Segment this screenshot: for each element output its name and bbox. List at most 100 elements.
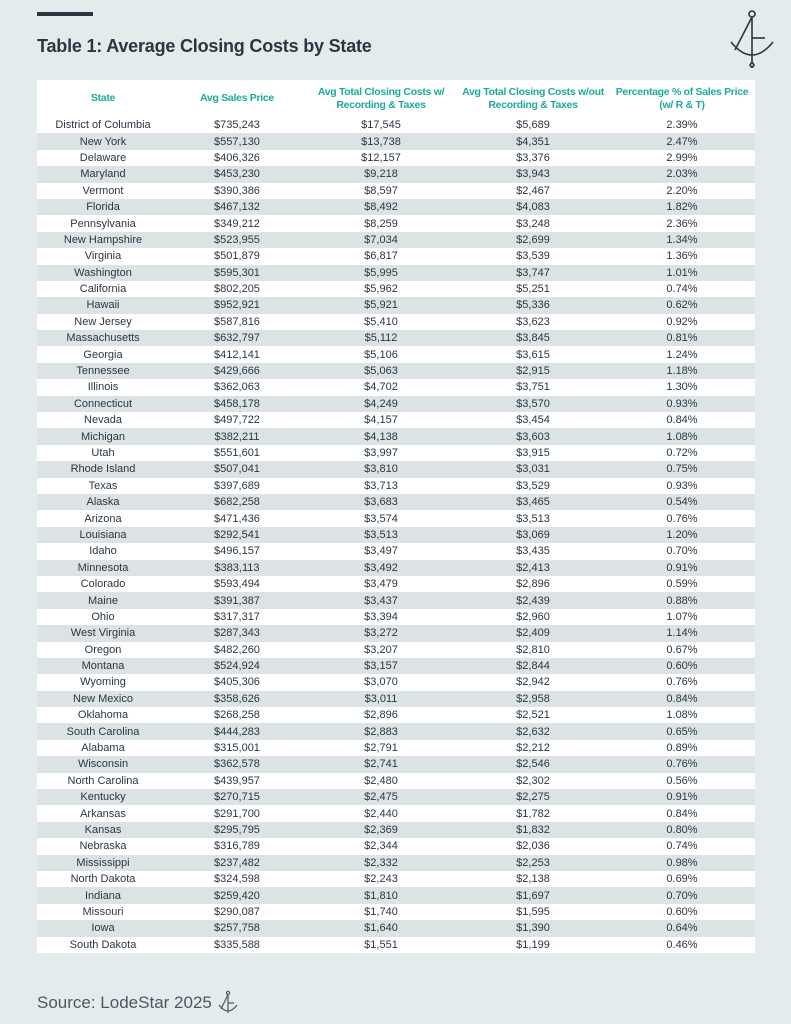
table-row: District of Columbia $735,243 $17,545 $5,68… (37, 117, 755, 133)
cell-state: Minnesota (37, 559, 169, 576)
cell-percentage-of-price: 0.70% (666, 545, 698, 558)
cell-avg-sales-price: $390,386 (214, 184, 260, 197)
cell-closing-costs-without-rt: $3,248 (516, 217, 550, 230)
cell-avg-sales-price: $458,178 (169, 395, 305, 413)
cell-closing-costs-with-rt: $2,896 (364, 709, 398, 722)
cell-closing-costs-without-rt: $2,036 (516, 840, 550, 853)
cell-state: New Hampshire (37, 231, 169, 249)
table-row: Missouri $290,087 $1,740 $1,595 0.60% (37, 904, 755, 920)
table-row: Hawaii $952,921 $5,921 $5,336 0.62% (37, 297, 755, 314)
cell-state: Maryland (37, 166, 169, 183)
cell-percentage-of-price: 0.60% (609, 657, 755, 675)
cell-closing-costs-with-rt: $4,157 (364, 414, 398, 427)
cell-state: New Jersey (74, 315, 132, 328)
cell-state: Tennessee (37, 362, 169, 380)
table-row: Connecticut $458,178 $4,249 $3,570 0.93% (37, 395, 755, 413)
cell-closing-costs-without-rt: $2,810 (516, 643, 550, 656)
header-state: State (90, 92, 116, 104)
cell-closing-costs-with-rt: $4,702 (364, 381, 398, 394)
cell-closing-costs-with-rt: $3,394 (364, 610, 398, 623)
cell-state: Washington (37, 264, 169, 281)
cell-avg-sales-price: $444,283 (169, 723, 305, 740)
cell-closing-costs-without-rt: $3,915 (516, 447, 550, 459)
cell-avg-sales-price: $735,243 (214, 119, 260, 132)
cell-avg-sales-price: $467,132 (169, 198, 305, 216)
cell-state: Arkansas (80, 807, 126, 820)
cell-state: Oregon (84, 643, 122, 656)
cell-avg-sales-price: $406,326 (214, 151, 260, 164)
cell-avg-sales-price: $593,494 (214, 578, 260, 591)
cell-closing-costs-without-rt: $3,529 (516, 479, 550, 492)
cell-percentage-of-price: 0.46% (666, 938, 698, 951)
cell-avg-sales-price: $397,689 (214, 479, 260, 492)
table-row: North Carolina $439,957 $2,480 $2,302 0.56% (37, 773, 755, 789)
cell-state: Rhode Island (37, 461, 169, 478)
cell-percentage-of-price: 0.91% (609, 789, 755, 806)
cell-closing-costs-with-rt: $4,138 (305, 428, 457, 445)
cell-avg-sales-price: $383,113 (169, 559, 305, 576)
cell-closing-costs-without-rt: $3,603 (457, 428, 609, 445)
cell-percentage-of-price: 2.99% (666, 151, 698, 164)
table-row: Tennessee $429,666 $5,063 $2,915 1.18% (37, 362, 755, 380)
cell-avg-sales-price: $268,258 (214, 709, 260, 722)
cell-closing-costs-without-rt: $1,782 (516, 807, 550, 820)
cell-closing-costs-without-rt: $2,275 (457, 789, 609, 806)
cell-closing-costs-without-rt: $2,632 (457, 723, 609, 740)
cell-state: Georgia (83, 348, 123, 361)
cell-closing-costs-without-rt: $2,844 (457, 657, 609, 675)
table-row: Virginia $501,879 $6,817 $3,539 1.36% (37, 248, 755, 264)
cell-state: Idaho (89, 545, 117, 558)
table-row: Mississippi $237,482 $2,332 $2,253 0.98% (37, 854, 755, 871)
cell-avg-sales-price: $315,001 (214, 742, 260, 755)
cell-closing-costs-with-rt: $3,513 (305, 526, 457, 544)
cell-state: New Mexico (37, 690, 169, 708)
cell-closing-costs-without-rt: $2,302 (516, 774, 550, 787)
cell-percentage-of-price: 1.07% (666, 610, 698, 623)
cell-closing-costs-with-rt: $2,332 (305, 854, 457, 871)
cell-avg-sales-price: $952,921 (169, 297, 305, 314)
cell-percentage-of-price: 0.70% (609, 887, 755, 904)
table-row: Texas $397,689 $3,713 $3,529 0.93% (37, 478, 755, 494)
cell-closing-costs-without-rt: $2,546 (457, 756, 609, 773)
cell-closing-costs-without-rt: $2,413 (457, 559, 609, 576)
cell-avg-sales-price: $524,924 (169, 657, 305, 675)
cell-closing-costs-with-rt: $3,157 (305, 657, 457, 675)
table-row: Idaho $496,157 $3,497 $3,435 0.70% (37, 543, 755, 559)
table-row: Florida $467,132 $8,492 $4,083 1.82% (37, 198, 755, 216)
cell-closing-costs-without-rt: $2,439 (457, 592, 609, 609)
cell-closing-costs-with-rt: $5,921 (305, 297, 457, 314)
compass-anchor-logo-icon (730, 10, 774, 68)
cell-closing-costs-without-rt: $1,595 (516, 905, 550, 918)
cell-percentage-of-price: 2.36% (666, 217, 698, 230)
cell-closing-costs-with-rt: $3,437 (305, 592, 457, 609)
table-row: Utah $551,601 $3,997 $3,915 0.72% (37, 445, 755, 461)
cell-avg-sales-price: $259,420 (169, 887, 305, 904)
cell-percentage-of-price: 0.88% (609, 592, 755, 609)
cell-percentage-of-price: 1.36% (666, 250, 698, 263)
cell-state: Alabama (81, 742, 125, 755)
cell-state: Utah (91, 447, 115, 459)
cell-state: Wyoming (80, 676, 126, 689)
cell-percentage-of-price: 2.03% (609, 166, 755, 183)
cell-percentage-of-price: 0.69% (666, 873, 698, 886)
cell-closing-costs-with-rt: $12,157 (361, 151, 401, 164)
cell-state: Alaska (37, 493, 169, 511)
cell-state: West Virginia (37, 625, 169, 642)
cell-state: Mississippi (37, 854, 169, 871)
cell-closing-costs-with-rt: $5,106 (364, 348, 398, 361)
cell-state: North Carolina (67, 774, 139, 787)
cell-state: Iowa (37, 920, 169, 937)
cell-percentage-of-price: 0.84% (666, 414, 698, 427)
cell-avg-sales-price: $439,957 (214, 774, 260, 787)
cell-percentage-of-price: 0.64% (609, 920, 755, 937)
cell-state: Ohio (91, 610, 115, 623)
cell-closing-costs-without-rt: $3,615 (516, 348, 550, 361)
cell-closing-costs-without-rt: $3,623 (516, 315, 550, 328)
table-row: Nebraska $316,789 $2,344 $2,036 0.74% (37, 838, 755, 854)
cell-closing-costs-without-rt: $3,539 (516, 250, 550, 263)
cell-state: Louisiana (37, 526, 169, 544)
table-row: South Carolina $444,283 $2,883 $2,632 0.65% (37, 723, 755, 740)
table-row: Arizona $471,436 $3,574 $3,513 0.76% (37, 510, 755, 526)
cell-closing-costs-without-rt: $1,199 (516, 938, 550, 951)
cell-avg-sales-price: $295,795 (169, 821, 305, 839)
